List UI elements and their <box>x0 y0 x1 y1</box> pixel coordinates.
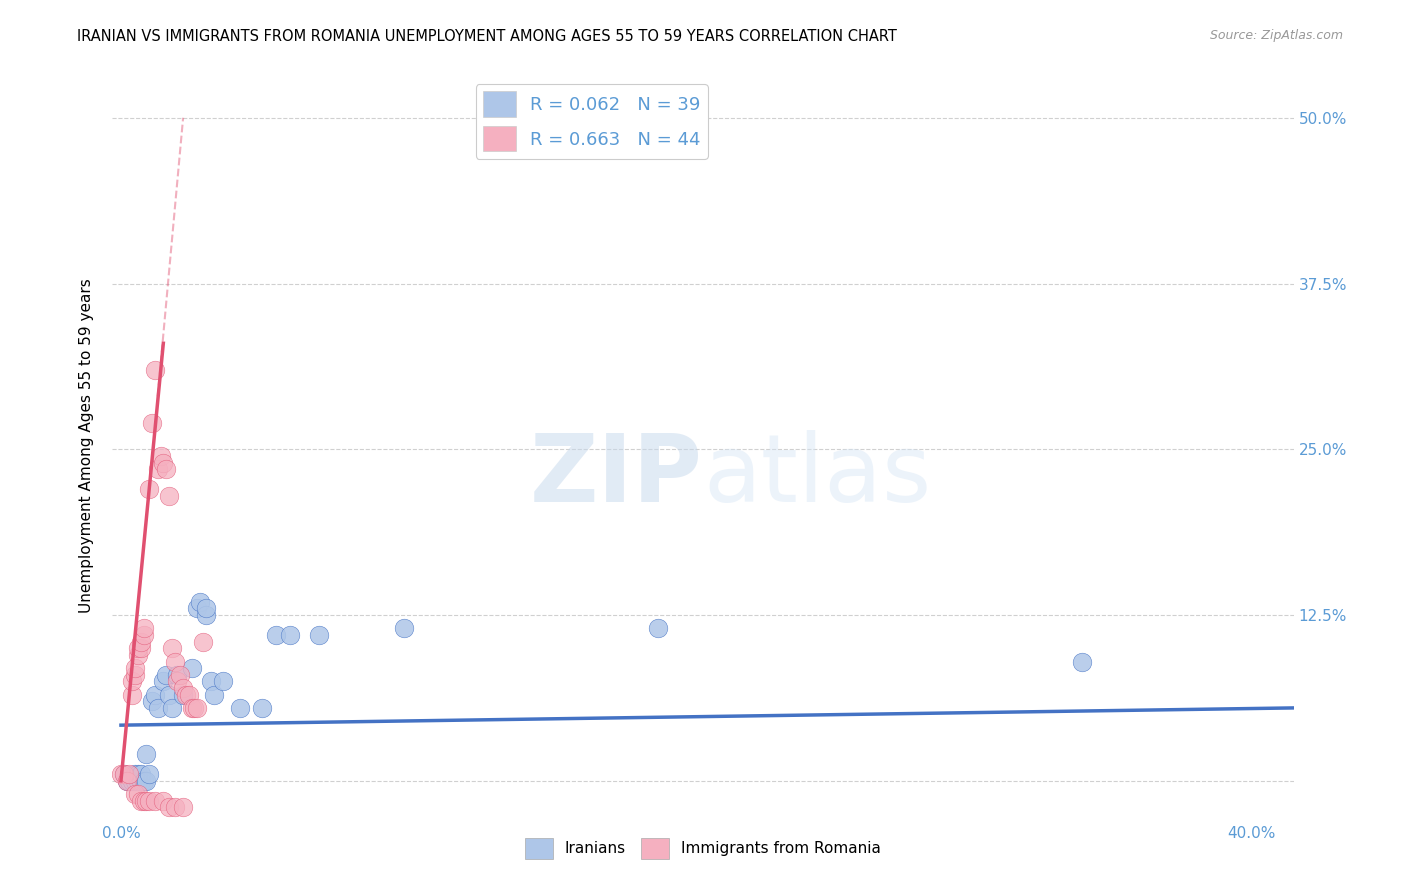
Point <box>129 641 152 656</box>
Point <box>266 628 288 642</box>
Point <box>127 787 149 801</box>
Point <box>155 462 177 476</box>
Point <box>172 800 194 814</box>
Point <box>157 489 180 503</box>
Point <box>252 701 274 715</box>
Point <box>121 674 143 689</box>
Y-axis label: Unemployment Among Ages 55 to 59 years: Unemployment Among Ages 55 to 59 years <box>79 278 94 614</box>
Point <box>157 800 180 814</box>
Point <box>194 608 217 623</box>
Point <box>149 449 172 463</box>
Point <box>163 800 186 814</box>
Point <box>172 688 194 702</box>
Point <box>211 674 233 689</box>
Point <box>118 767 141 781</box>
Point <box>118 773 141 788</box>
Point <box>129 773 152 788</box>
Point <box>186 701 208 715</box>
Point <box>169 667 191 681</box>
Point <box>135 747 157 762</box>
Point <box>180 661 202 675</box>
Point <box>127 773 149 788</box>
Point <box>647 621 669 635</box>
Point <box>174 688 197 702</box>
Point <box>152 794 174 808</box>
Point <box>183 701 205 715</box>
Point <box>152 456 174 470</box>
Point <box>141 694 163 708</box>
Point <box>392 621 415 635</box>
Point <box>180 701 202 715</box>
Point <box>127 641 149 656</box>
Point <box>200 674 222 689</box>
Point <box>177 688 200 702</box>
Point <box>112 767 135 781</box>
Point <box>138 794 160 808</box>
Point <box>143 794 166 808</box>
Point <box>280 628 302 642</box>
Point <box>121 688 143 702</box>
Point <box>155 667 177 681</box>
Point <box>160 701 183 715</box>
Point <box>166 674 188 689</box>
Point <box>143 363 166 377</box>
Point <box>228 701 250 715</box>
Point <box>191 634 214 648</box>
Point <box>132 628 155 642</box>
Point <box>115 773 138 788</box>
Point <box>129 794 152 808</box>
Point <box>124 667 146 681</box>
Point <box>132 773 155 788</box>
Point <box>135 794 157 808</box>
Point <box>172 681 194 695</box>
Point <box>124 767 146 781</box>
Point <box>160 641 183 656</box>
Point <box>127 648 149 662</box>
Point <box>152 674 174 689</box>
Text: IRANIAN VS IMMIGRANTS FROM ROMANIA UNEMPLOYMENT AMONG AGES 55 TO 59 YEARS CORREL: IRANIAN VS IMMIGRANTS FROM ROMANIA UNEMP… <box>77 29 897 44</box>
Point <box>186 601 208 615</box>
Text: Source: ZipAtlas.com: Source: ZipAtlas.com <box>1209 29 1343 42</box>
Point <box>121 773 143 788</box>
Point <box>1070 655 1092 669</box>
Legend: Iranians, Immigrants from Romania: Iranians, Immigrants from Romania <box>519 831 887 865</box>
Point <box>308 628 330 642</box>
Point <box>110 767 132 781</box>
Point <box>143 688 166 702</box>
Point <box>194 601 217 615</box>
Point <box>129 634 152 648</box>
Point <box>138 482 160 496</box>
Point <box>115 773 138 788</box>
Point <box>135 773 157 788</box>
Point <box>141 416 163 430</box>
Point <box>132 621 155 635</box>
Point <box>124 661 146 675</box>
Point <box>157 688 180 702</box>
Point <box>166 667 188 681</box>
Point <box>129 767 152 781</box>
Point <box>163 655 186 669</box>
Point <box>138 767 160 781</box>
Point <box>124 773 146 788</box>
Point <box>202 688 225 702</box>
Text: ZIP: ZIP <box>530 430 703 522</box>
Point <box>146 462 169 476</box>
Text: atlas: atlas <box>703 430 931 522</box>
Point <box>127 767 149 781</box>
Point <box>188 595 211 609</box>
Point <box>132 794 155 808</box>
Point <box>124 787 146 801</box>
Point <box>146 701 169 715</box>
Point <box>112 767 135 781</box>
